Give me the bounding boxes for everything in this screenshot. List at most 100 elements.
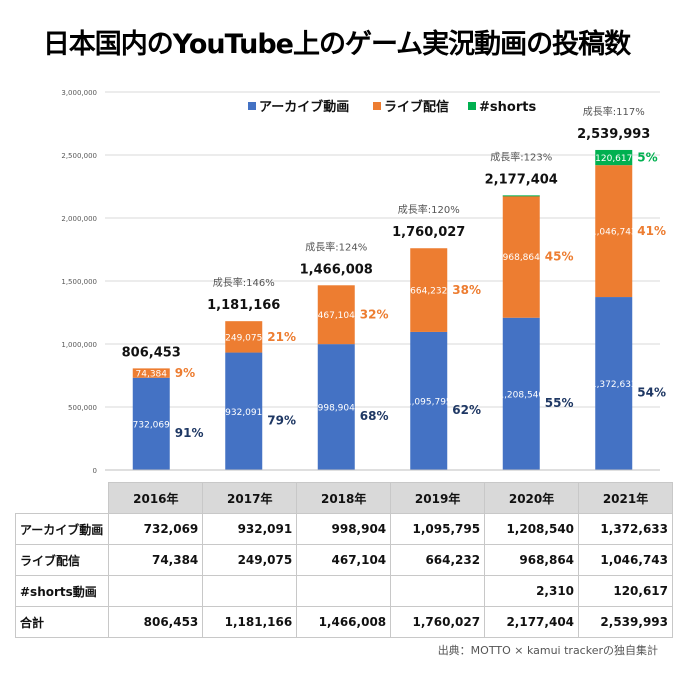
percent-label: 54% xyxy=(637,386,666,400)
table-cell: 1,466,008 xyxy=(296,606,392,638)
table-header: 2018年 xyxy=(296,482,392,514)
row-label: #shorts動画 xyxy=(14,575,110,607)
percent-label: 79% xyxy=(267,413,296,427)
data-label: 732,069 xyxy=(133,420,170,430)
table-header: 2017年 xyxy=(202,482,298,514)
data-label: 120,617 xyxy=(595,154,632,164)
percent-label: 68% xyxy=(360,409,389,423)
data-label: 932,091 xyxy=(225,408,262,418)
row-label: アーカイブ動画 xyxy=(14,513,110,545)
table-cell xyxy=(390,575,486,607)
source-note: 出典：MOTTO × kamui trackerの独自集計 xyxy=(437,644,658,657)
table-header: 2016年 xyxy=(108,482,204,514)
bar-segment xyxy=(132,368,170,378)
bar-segment xyxy=(502,317,540,470)
bar-segment xyxy=(225,352,263,470)
y-tick-label: 3,000,000 xyxy=(61,89,97,97)
bar-segment xyxy=(132,377,170,470)
legend-label: ライブ配信 xyxy=(384,99,449,115)
legend-swatch xyxy=(248,102,256,110)
table-cell: 806,453 xyxy=(108,606,204,638)
row-label: ライブ配信 xyxy=(14,544,110,576)
data-label: 1,208,540 xyxy=(498,390,544,400)
table-header: 2019年 xyxy=(390,482,486,514)
data-label: 1,095,795 xyxy=(406,397,452,407)
stacked-bar-chart: 0 500,000 1,000,000 1,500,000 2,000,000 2,500… xyxy=(61,89,666,475)
table-row: #shorts動画 2,310 120,617 xyxy=(14,575,673,607)
y-tick-label: 1,000,000 xyxy=(61,341,97,349)
data-label: 467,104 xyxy=(318,311,355,321)
table-cell: 968,864 xyxy=(484,544,580,576)
y-tick-label: 0 xyxy=(93,467,97,475)
percent-label: 45% xyxy=(545,250,574,264)
total-label: 2,177,404 xyxy=(485,172,558,187)
legend-label: #shorts xyxy=(479,100,536,115)
total-label: 1,181,166 xyxy=(207,298,280,313)
data-label: 74,384 xyxy=(136,370,168,380)
table-cell: 1,046,743 xyxy=(578,544,673,576)
data-label: 968,864 xyxy=(503,253,540,263)
total-label: 2,539,993 xyxy=(577,127,650,142)
table-cell: 467,104 xyxy=(296,544,392,576)
table-header: 2021年 xyxy=(578,482,673,514)
table-cell: 664,232 xyxy=(390,544,486,576)
bar-segment xyxy=(502,195,540,197)
bar-segment xyxy=(595,165,633,298)
chart-title: 日本国内のYouTube上のゲーム実況動画の投稿数 xyxy=(42,29,631,60)
percent-label: 91% xyxy=(175,426,204,440)
growth-label: 成長率:123% xyxy=(490,150,552,163)
growth-label: 成長率:117% xyxy=(583,105,645,118)
y-tick-label: 1,500,000 xyxy=(61,278,97,286)
total-label: 806,453 xyxy=(122,345,181,360)
bar-segment xyxy=(595,297,633,470)
table-cell: 1,095,795 xyxy=(390,513,486,545)
y-tick-label: 2,500,000 xyxy=(61,152,97,160)
percent-label: 32% xyxy=(360,308,389,322)
bar-segment xyxy=(225,321,263,353)
bar-segment xyxy=(410,248,448,332)
bar-segment xyxy=(595,149,633,166)
percent-label: 5% xyxy=(637,151,657,165)
bar-segment xyxy=(410,331,448,470)
table-header-row: 2016年 2017年 2018年 2019年 2020年 2021年 xyxy=(15,482,673,514)
bar-segment xyxy=(502,195,540,318)
table-cell: 1,181,166 xyxy=(202,606,298,638)
percent-label: 9% xyxy=(175,366,195,380)
table-cell: 120,617 xyxy=(578,575,673,607)
table-row: 合計 806,453 1,181,166 1,466,008 1,760,027 2,17… xyxy=(14,606,673,638)
data-label: 1,372,633 xyxy=(591,380,637,390)
data-table: 2016年 2017年 2018年 2019年 2020年 2021年 アーカイ… xyxy=(14,482,673,638)
table-cell: 74,384 xyxy=(108,544,204,576)
data-label: 998,904 xyxy=(318,404,355,414)
growth-label: 成長率:120% xyxy=(398,203,460,216)
data-label: 664,232 xyxy=(410,287,447,297)
table-cell: 732,069 xyxy=(108,513,204,545)
table-cell: 249,075 xyxy=(202,544,298,576)
total-label: 1,466,008 xyxy=(300,262,373,277)
data-label: 1,046,743 xyxy=(591,228,637,238)
bar-segment xyxy=(317,344,355,470)
legend-swatch xyxy=(373,102,381,110)
percent-label: 55% xyxy=(545,396,574,410)
table-cell: 2,539,993 xyxy=(578,606,673,638)
growth-label: 成長率:146% xyxy=(213,276,275,289)
total-label: 1,760,027 xyxy=(392,225,465,240)
table-cell: 1,208,540 xyxy=(484,513,580,545)
legend-swatch xyxy=(468,102,476,110)
table-corner xyxy=(15,482,110,514)
table-cell: 2,177,404 xyxy=(484,606,580,638)
table-cell: 1,372,633 xyxy=(578,513,673,545)
table-row: ライブ配信 74,384 249,075 467,104 664,232 968,864 1… xyxy=(14,544,673,576)
percent-label: 38% xyxy=(452,283,481,297)
table-row: アーカイブ動画 732,069 932,091 998,904 1,095,795 1,2… xyxy=(14,513,673,545)
table-cell xyxy=(108,575,204,607)
table-cell: 998,904 xyxy=(296,513,392,545)
row-label: 合計 xyxy=(14,606,110,638)
percent-label: 62% xyxy=(452,403,481,417)
percent-label: 41% xyxy=(637,224,666,238)
data-label: 249,075 xyxy=(225,333,262,343)
bar-segment xyxy=(317,285,355,345)
table-cell: 2,310 xyxy=(484,575,580,607)
table-cell: 932,091 xyxy=(202,513,298,545)
y-tick-label: 500,000 xyxy=(68,404,97,412)
